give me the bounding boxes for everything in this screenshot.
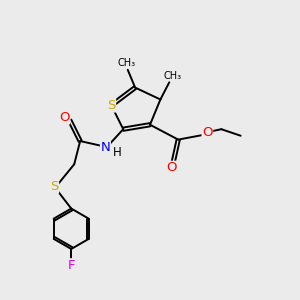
Text: N: N <box>100 140 110 154</box>
Text: S: S <box>50 180 58 193</box>
Text: S: S <box>107 99 116 112</box>
Text: H: H <box>113 146 122 159</box>
Text: CH₃: CH₃ <box>117 58 135 68</box>
Text: O: O <box>167 161 177 174</box>
Text: CH₃: CH₃ <box>164 71 182 81</box>
Text: O: O <box>59 111 70 124</box>
Text: O: O <box>202 126 213 139</box>
Text: F: F <box>68 259 75 272</box>
